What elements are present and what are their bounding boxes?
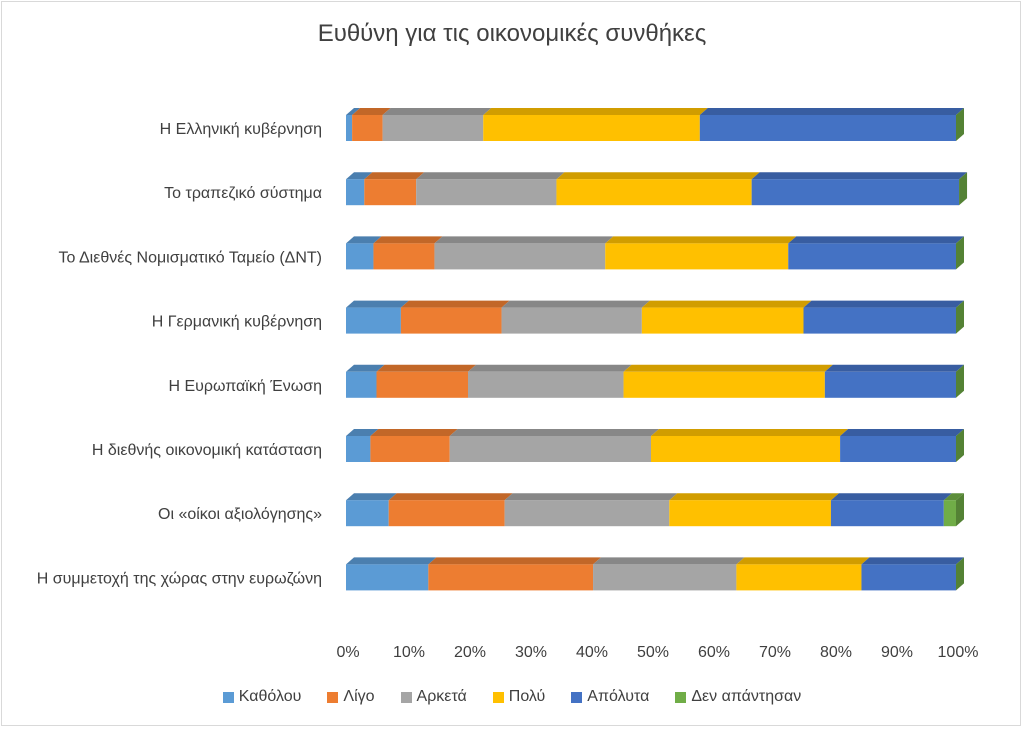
category-label: Η συμμετοχή της χώρας στην ευρωζώνη: [37, 570, 322, 587]
bar-side-face: [956, 557, 964, 591]
bar-segment: [400, 300, 510, 334]
legend-swatch: [675, 691, 687, 703]
bar-segment: [593, 557, 745, 591]
bar-segment: [346, 364, 385, 398]
bar-segment: [346, 300, 409, 334]
bar-segment: [346, 493, 397, 527]
bar-segment: [346, 108, 361, 141]
x-tick-label: 10%: [393, 644, 425, 661]
bar-side-face: [956, 108, 964, 141]
legend-swatch: [222, 691, 234, 703]
x-tick-label: 50%: [637, 644, 669, 661]
x-tick-label: 100%: [938, 644, 979, 661]
legend-item: Καθόλου: [222, 688, 302, 706]
legend-item: Λίγο: [327, 688, 375, 706]
category-label: Οι «οίκοι αξιολόγησης»: [158, 506, 322, 523]
legend-swatch: [327, 691, 339, 703]
bar-segment: [504, 493, 678, 527]
bar-side-face: [956, 364, 964, 398]
x-tick-label: 60%: [698, 644, 730, 661]
bar-segment: [449, 429, 659, 462]
legend-item: Αρκετά: [400, 688, 467, 706]
bar-segment: [346, 172, 373, 206]
bar-segment: [803, 300, 964, 334]
legend-label: Απόλυτα: [587, 688, 650, 705]
x-tick-label: 0%: [336, 644, 359, 661]
category-label: Το τραπεζικό σύστημα: [164, 185, 322, 202]
bar-side-face: [956, 236, 964, 270]
bar-segment: [468, 364, 632, 398]
bar-segment: [416, 172, 565, 206]
legend-swatch: [571, 691, 583, 703]
bar-side-face: [959, 172, 968, 206]
bar-segment: [346, 557, 437, 591]
x-tick-label: 70%: [759, 644, 791, 661]
legend-label: Αρκετά: [416, 688, 467, 705]
x-tick-label: 90%: [881, 644, 913, 661]
bar-segment: [388, 493, 513, 527]
bar-segment: [376, 364, 476, 398]
bar-segment: [943, 493, 964, 527]
legend-swatch: [400, 691, 412, 703]
bar-segment: [346, 429, 379, 462]
category-label: Η διεθνής οικονομική κατάσταση: [92, 442, 322, 459]
x-tick-label: 20%: [454, 644, 486, 661]
bar-side-face: [956, 429, 964, 462]
bar-segment: [751, 172, 968, 206]
bar-segment: [382, 108, 492, 141]
chart-title: Ευθύνη για τις οικονομικές συνθήκες: [317, 20, 707, 47]
bar-segment: [861, 557, 964, 591]
category-label: Το Διεθνές Νομισματικό Ταμείο (ΔΝΤ): [58, 249, 322, 266]
bar-segment: [352, 108, 391, 141]
bar-segment: [370, 429, 458, 462]
bar-segment: [669, 493, 839, 527]
bar-segment: [605, 236, 797, 270]
bar-segment: [641, 300, 812, 334]
legend-item: Απόλυτα: [571, 688, 649, 706]
bar-segment: [501, 300, 650, 334]
bar-segment: [699, 108, 964, 141]
bar-segment: [651, 429, 849, 462]
legend-label: Δεν απάντησαν: [691, 688, 802, 705]
bar-segment: [346, 236, 382, 270]
bar-segment: [428, 557, 602, 591]
bar-segment: [483, 108, 708, 141]
x-tick-label: 30%: [515, 644, 547, 661]
x-tick-label: 80%: [820, 644, 852, 661]
x-tick-label: 40%: [576, 644, 608, 661]
bar-side-face: [956, 300, 964, 334]
category-label: Η Ευρωπαϊκή Ένωση: [168, 378, 322, 395]
bar-segment: [830, 493, 952, 527]
category-label: Η Ελληνική κυβέρνηση: [160, 121, 322, 138]
bar-segment: [623, 364, 833, 398]
bar-segment: [364, 172, 425, 206]
bar-segment: [434, 236, 614, 270]
legend-label: Πολύ: [508, 688, 546, 705]
bar-segment: [556, 172, 760, 206]
bar-side-face: [956, 493, 964, 527]
legend-label: Καθόλου: [238, 688, 302, 705]
bar-segment: [736, 557, 870, 591]
category-label: Η Γερμανική κυβέρνηση: [152, 314, 322, 331]
legend-label: Λίγο: [343, 688, 375, 705]
chart-legend: Καθόλου Λίγο Αρκετά Πολύ Απόλυτα Δεν απάντησα…: [0, 688, 1024, 706]
legend-swatch: [492, 691, 504, 703]
bar-segment: [840, 429, 964, 462]
bar-segment: [373, 236, 443, 270]
legend-item: Πολύ: [492, 688, 546, 706]
bar-segment: [824, 364, 964, 398]
bar-segment: [788, 236, 964, 270]
legend-item: Δεν απάντησαν: [675, 688, 801, 706]
